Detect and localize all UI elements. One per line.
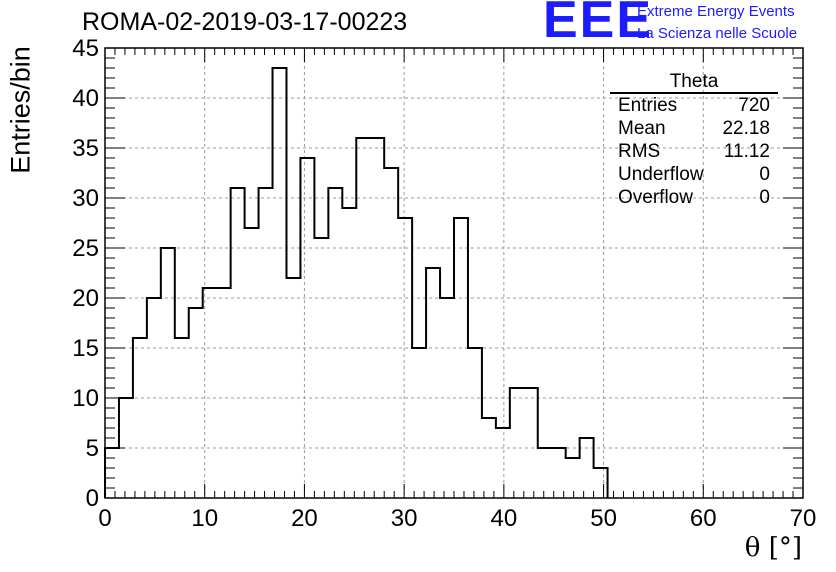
histogram-bin xyxy=(482,418,496,498)
chart-title: ROMA-02-2019-03-17-00223 xyxy=(82,8,408,36)
histogram-bin xyxy=(412,348,426,498)
stats-value: 0 xyxy=(759,187,770,208)
stats-row-underflow: Underflow 0 xyxy=(610,163,778,186)
x-tick-label: 60 xyxy=(690,505,717,532)
histogram-outline xyxy=(104,67,609,498)
stats-title: Theta xyxy=(610,70,778,94)
histogram-bin xyxy=(496,428,510,498)
y-tick-label: 45 xyxy=(72,35,99,62)
stats-row-mean: Mean 22.18 xyxy=(610,117,778,140)
y-tick-label: 5 xyxy=(86,435,99,462)
histogram-bin xyxy=(328,188,342,498)
stats-label: Mean xyxy=(618,118,666,139)
histogram-bin xyxy=(245,228,259,498)
histogram-bin xyxy=(594,468,608,498)
x-tick-label: 0 xyxy=(98,505,111,532)
histogram-bin xyxy=(468,348,482,498)
stats-box: Theta Entries 720 Mean 22.18 RMS 11.12 U… xyxy=(610,70,778,209)
histogram-bin xyxy=(356,138,370,498)
histogram-bin xyxy=(398,218,412,498)
y-tick-label: 0 xyxy=(86,485,99,512)
stats-label: Underflow xyxy=(618,164,704,185)
histogram-bin xyxy=(217,288,231,498)
histogram-bin xyxy=(524,388,538,498)
x-axis-label: θ [°] xyxy=(744,533,802,563)
histogram-bin xyxy=(273,68,287,498)
histogram-bin xyxy=(133,338,147,498)
x-tick-label: 30 xyxy=(391,505,418,532)
x-tick-label: 50 xyxy=(590,505,617,532)
histogram-bin xyxy=(342,208,356,498)
y-tick-label: 40 xyxy=(72,85,99,112)
logo-line-2: La Scienza nelle Scuole xyxy=(637,25,798,42)
y-tick-label: 15 xyxy=(72,335,99,362)
y-tick-label: 30 xyxy=(72,185,99,212)
histogram-bins xyxy=(104,67,609,498)
stats-label: RMS xyxy=(618,141,661,162)
logo-line-1: Extreme Energy Events xyxy=(637,3,795,20)
histogram-bin xyxy=(552,448,566,498)
histogram-bin xyxy=(286,278,300,498)
y-tick-label: 10 xyxy=(72,385,99,412)
y-axis-label: Entries/bin xyxy=(5,46,36,174)
stats-row-rms: RMS 11.12 xyxy=(610,140,778,163)
histogram-bin xyxy=(231,188,245,498)
histogram-bin xyxy=(454,218,468,498)
histogram-bin xyxy=(161,248,175,498)
histogram-bin xyxy=(426,268,440,498)
eee-logo: EEE xyxy=(543,0,654,49)
histogram-bin xyxy=(580,438,594,498)
histogram-bin xyxy=(189,308,203,498)
histogram-bin xyxy=(566,458,580,498)
stats-label: Entries xyxy=(618,95,678,116)
axes: 0 10 20 30 40 50 60 70 0 5 10 15 20 25 30 35 40 45 xyxy=(72,35,816,532)
histogram-bin xyxy=(384,168,398,498)
stats-label: Overflow xyxy=(618,187,693,208)
histogram-bin xyxy=(259,188,273,498)
stats-value: 720 xyxy=(738,95,770,116)
stats-row-overflow: Overflow 0 xyxy=(610,186,778,209)
stats-value: 22.18 xyxy=(722,118,770,139)
histogram-bin xyxy=(538,448,552,498)
stats-value: 0 xyxy=(759,164,770,185)
stats-row-entries: Entries 720 xyxy=(610,94,778,117)
histogram-bin xyxy=(105,448,119,498)
x-tick-label: 40 xyxy=(491,505,518,532)
histogram-bin xyxy=(370,138,384,498)
x-tick-label: 70 xyxy=(790,505,817,532)
y-tick-label: 20 xyxy=(72,285,99,312)
y-tick-label: 25 xyxy=(72,235,99,262)
y-tick-label: 35 xyxy=(72,135,99,162)
x-tick-label: 20 xyxy=(291,505,318,532)
x-tick-label: 10 xyxy=(191,505,218,532)
histogram-bin xyxy=(314,238,328,498)
histogram-bin xyxy=(175,338,189,498)
histogram-bin xyxy=(300,158,314,498)
stats-value: 11.12 xyxy=(723,141,770,162)
histogram-bin xyxy=(510,388,524,498)
